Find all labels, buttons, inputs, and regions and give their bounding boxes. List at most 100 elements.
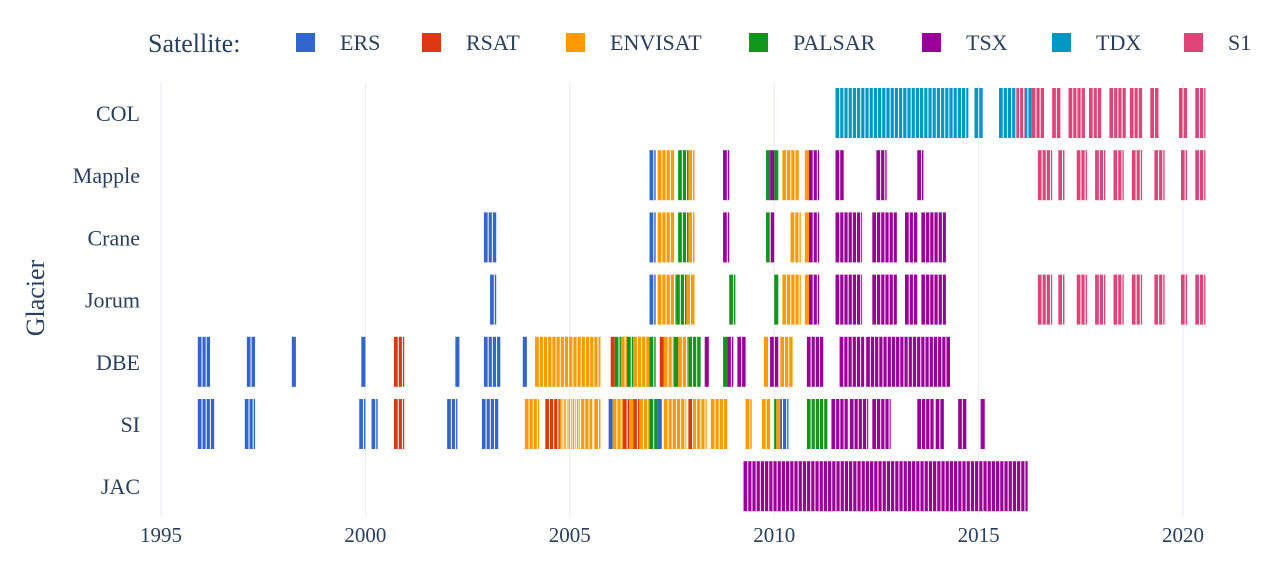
legend-swatch-tdx	[1052, 33, 1071, 52]
y-tick-label: Crane	[87, 225, 140, 250]
legend-label-palsar: PALSAR	[793, 30, 876, 55]
bar-si-rsat	[622, 399, 630, 449]
bar-si-envisat	[692, 399, 707, 449]
bar-dbe-envisat	[678, 336, 689, 387]
bar-jorum-envisat	[782, 274, 801, 325]
bar-mapple-s1	[1113, 150, 1124, 201]
y-tick-label: SI	[120, 412, 140, 437]
bar-mapple-tsx	[723, 150, 730, 201]
bar-jac-tsx	[743, 461, 1028, 512]
bar-si-envisat	[594, 399, 601, 449]
bar-col-s1	[1129, 88, 1143, 138]
bar-dbe-palsar	[674, 336, 679, 387]
bar-si-rsat	[394, 399, 405, 449]
y-tick-label: JAC	[101, 474, 140, 499]
bar-mapple-tsx	[876, 150, 887, 201]
bar-mapple-s1	[1037, 150, 1053, 201]
x-tick-label: 2010	[753, 523, 795, 547]
bar-si-tsx	[849, 399, 869, 449]
bar-jorum-palsar	[676, 274, 687, 325]
y-tick-label: COL	[96, 101, 140, 126]
bar-mapple-s1	[1076, 150, 1087, 201]
bar-jorum-ers	[649, 274, 656, 325]
bar-jorum-envisat	[657, 274, 677, 325]
bar-col-s1	[1015, 88, 1026, 138]
bar-jorum-tsx	[808, 274, 820, 325]
bar-jorum-s1	[1180, 274, 1188, 325]
bar-col-tdx	[999, 88, 1018, 138]
bar-si-ers	[608, 399, 613, 449]
bar-dbe-tsx	[704, 336, 709, 387]
bar-crane-palsar	[766, 212, 773, 263]
bar-mapple-envisat	[688, 150, 695, 201]
bar-si-envisat	[776, 399, 781, 449]
bar-crane-tsx	[808, 212, 820, 263]
legend-swatch-palsar	[749, 33, 768, 52]
bar-si-rsat	[688, 399, 695, 449]
bar-si-tsx	[980, 399, 985, 449]
legend-label-rsat: RSAT	[466, 30, 520, 55]
y-tick-label: Mapple	[73, 163, 140, 188]
legend-label-s1: S1	[1228, 30, 1251, 55]
bar-mapple-palsar	[678, 150, 689, 201]
bar-dbe-palsar	[723, 336, 728, 387]
strip-separators	[201, 88, 1205, 512]
bar-jorum-envisat	[804, 274, 809, 325]
x-tick-label: 1995	[140, 523, 182, 547]
bar-crane-ers	[483, 212, 497, 263]
bar-mapple-palsar	[774, 150, 779, 201]
bar-si-ers	[371, 399, 378, 449]
x-tick-label: 2000	[344, 523, 386, 547]
bar-mapple-palsar	[766, 150, 771, 201]
legend-swatch-envisat	[566, 33, 585, 52]
legend-label-tsx: TSX	[966, 30, 1008, 55]
bar-jorum-s1	[1037, 274, 1053, 325]
bar-mapple-s1	[1131, 150, 1143, 201]
bar-col-tdx	[835, 88, 969, 138]
bar-si-envisat	[745, 399, 752, 449]
y-tick-label: DBE	[96, 350, 140, 375]
bar-mapple-s1	[1095, 150, 1106, 201]
bar-mapple-s1	[1058, 150, 1065, 201]
legend-label-envisat: ENVISAT	[610, 30, 702, 55]
bar-si-palsar	[774, 399, 777, 449]
bar-mapple-tsx	[808, 150, 820, 201]
legend-title: Satellite:	[148, 29, 240, 58]
bar-si-palsar	[806, 399, 828, 449]
bar-dbe-ers	[361, 336, 366, 387]
bar-col-s1	[1195, 88, 1206, 138]
bar-si-tsx	[872, 399, 891, 449]
bar-si-envisat	[524, 399, 540, 449]
bar-crane-envisat	[688, 212, 695, 263]
bar-col-s1	[1088, 88, 1102, 138]
x-tick-label: 2005	[549, 523, 591, 547]
bar-si-ers	[778, 399, 789, 449]
bar-jorum-palsar	[774, 274, 779, 325]
bar-crane-tsx	[770, 212, 775, 263]
y-axis-title: Glacier	[21, 259, 50, 336]
bar-dbe-envisat	[780, 336, 793, 387]
bar-dbe-palsar	[614, 336, 621, 387]
bar-dbe-envisat	[763, 336, 769, 387]
bar-crane-envisat	[804, 212, 809, 263]
bar-mapple-envisat	[804, 150, 809, 201]
bar-si-ers	[359, 399, 366, 449]
bar-crane-tsx	[905, 212, 918, 263]
legend-swatch-ers	[296, 33, 315, 52]
legend: Satellite: ERS RSAT ENVISAT PALSAR TSX TDX S1	[148, 29, 1251, 58]
bar-dbe-ers	[197, 336, 211, 387]
bar-dbe-ers	[291, 336, 296, 387]
legend-swatch-rsat	[422, 33, 441, 52]
bar-jorum-s1	[1058, 274, 1065, 325]
legend-swatch-s1	[1184, 33, 1203, 52]
bar-dbe-palsar	[688, 336, 701, 387]
bar-jorum-s1	[1095, 274, 1106, 325]
bar-crane-tsx	[723, 212, 730, 263]
bar-jorum-ers	[490, 274, 497, 325]
bar-jorum-palsar	[729, 274, 736, 325]
bar-dbe-ers	[522, 336, 527, 387]
bar-si-ers	[244, 399, 256, 449]
bar-mapple-ers	[649, 150, 656, 201]
x-tick-label: 2015	[958, 523, 1000, 547]
